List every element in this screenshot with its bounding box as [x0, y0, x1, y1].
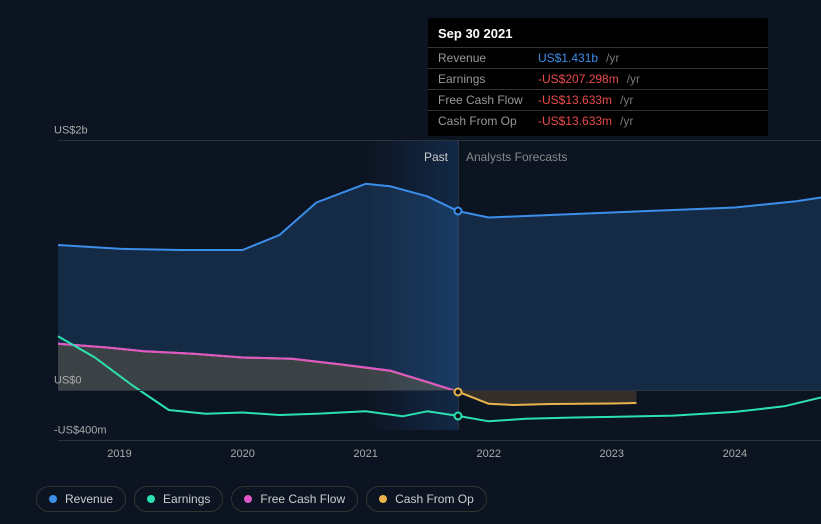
legend-label: Earnings	[163, 492, 210, 506]
tooltip-row: Revenue US$1.431b/yr	[428, 47, 768, 68]
legend-marker-icon	[379, 495, 387, 503]
chart-plot-area[interactable]: Past Analysts Forecasts US$2bUS$0-US$400…	[58, 140, 821, 440]
legend-item-earnings[interactable]: Earnings	[134, 486, 223, 512]
revenue-marker	[453, 207, 462, 216]
chart-container: Sep 30 2021 RevenueUS$1.431b/yrEarnings-…	[18, 0, 803, 524]
y-gridline	[58, 390, 821, 391]
earnings-marker	[453, 411, 462, 420]
legend-item-revenue[interactable]: Revenue	[36, 486, 126, 512]
y-axis-label: US$2b	[54, 124, 88, 136]
tooltip-metric-label: Revenue	[438, 51, 530, 65]
y-gridline	[58, 140, 821, 141]
tooltip-metric-label: Free Cash Flow	[438, 93, 530, 107]
legend-marker-icon	[147, 495, 155, 503]
tooltip-metric-value: -US$207.298m	[538, 72, 619, 86]
legend-label: Free Cash Flow	[260, 492, 345, 506]
legend-item-fcf[interactable]: Free Cash Flow	[231, 486, 358, 512]
x-axis-label: 2020	[230, 448, 254, 460]
tooltip-row: Cash From Op -US$13.633m/yr	[428, 110, 768, 136]
y-gridline	[58, 440, 821, 441]
tooltip-metric-label: Earnings	[438, 72, 530, 86]
x-axis-label: 2019	[107, 448, 131, 460]
cfo-marker	[453, 387, 462, 396]
legend-label: Revenue	[65, 492, 113, 506]
tooltip-box: Sep 30 2021 RevenueUS$1.431b/yrEarnings-…	[428, 18, 768, 136]
tooltip-row: Earnings -US$207.298m/yr	[428, 68, 768, 89]
x-axis-label: 2023	[600, 448, 624, 460]
legend-item-cfo[interactable]: Cash From Op	[366, 486, 487, 512]
tooltip-metric-label: Cash From Op	[438, 114, 530, 128]
x-axis-label: 2021	[353, 448, 377, 460]
chart-svg	[58, 140, 821, 440]
y-axis-label: US$0	[54, 374, 82, 386]
legend-label: Cash From Op	[395, 492, 474, 506]
tooltip-metric-value: US$1.431b	[538, 51, 598, 65]
legend-marker-icon	[244, 495, 252, 503]
tooltip-metric-unit: /yr	[627, 72, 640, 86]
tooltip-row: Free Cash Flow -US$13.633m/yr	[428, 89, 768, 110]
tooltip-metric-value: -US$13.633m	[538, 93, 612, 107]
tooltip-metric-unit: /yr	[620, 114, 633, 128]
x-axis-label: 2022	[476, 448, 500, 460]
tooltip-metric-unit: /yr	[620, 93, 633, 107]
chart-legend: Revenue Earnings Free Cash Flow Cash From O…	[36, 486, 487, 512]
legend-marker-icon	[49, 495, 57, 503]
tooltip-metric-unit: /yr	[606, 51, 619, 65]
y-axis-label: -US$400m	[54, 424, 107, 436]
tooltip-date: Sep 30 2021	[428, 18, 768, 47]
tooltip-metric-value: -US$13.633m	[538, 114, 612, 128]
x-axis-label: 2024	[723, 448, 747, 460]
